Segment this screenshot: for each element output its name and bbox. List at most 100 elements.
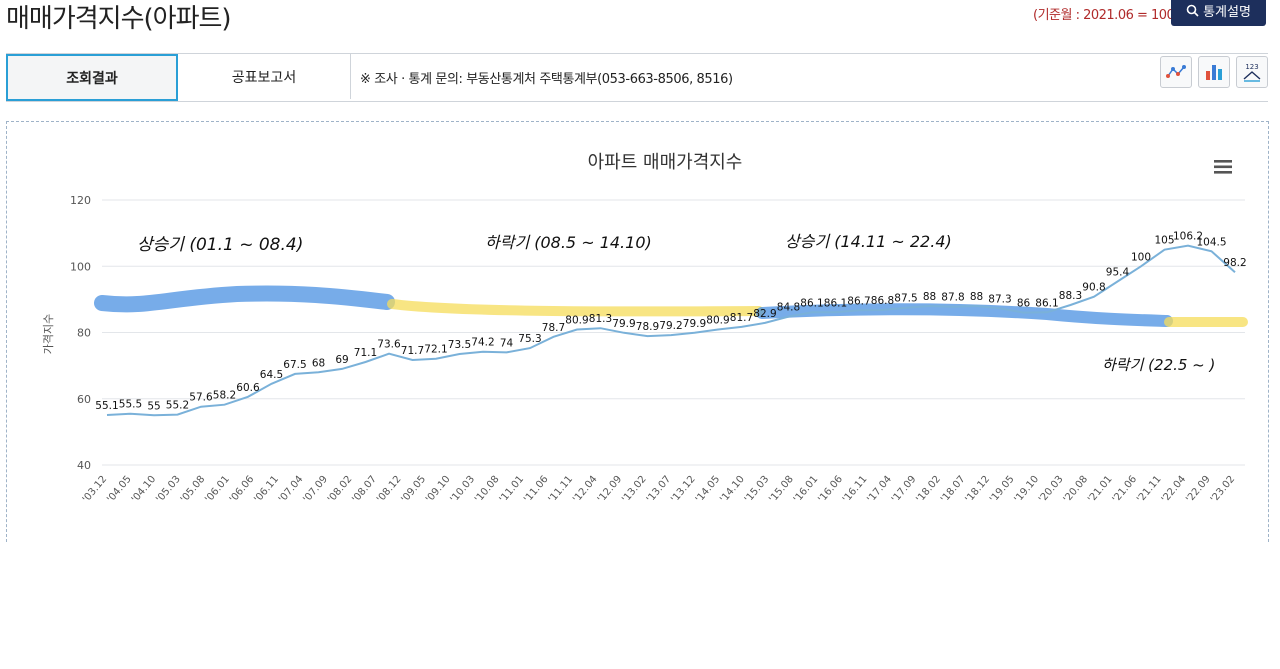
x-tick-label: '04.05: [105, 474, 134, 505]
data-label: 86.1: [800, 297, 823, 309]
x-tick-label: '18.02: [914, 474, 943, 505]
x-tick-label: '21.06: [1111, 474, 1140, 505]
y-tick-label: 40: [77, 459, 91, 472]
data-label: 79.9: [683, 318, 706, 330]
data-label: 73.5: [448, 339, 471, 351]
chart-title: 아파트 매매가격지수: [588, 152, 743, 173]
period-annotation: 상승기 (01.1 ~ 08.4): [137, 235, 303, 255]
data-label: 73.6: [377, 339, 401, 351]
data-label: 60.6: [236, 382, 260, 394]
data-label: 64.5: [260, 369, 283, 381]
data-label: 55: [147, 400, 160, 412]
x-tick-label: '13.12: [669, 474, 698, 505]
data-label: 87.5: [894, 293, 917, 305]
data-label: 87.8: [941, 292, 964, 304]
x-tick-label: '22.09: [1184, 474, 1213, 505]
x-tick-label: '13.02: [620, 474, 649, 505]
period-annotation: 하락기 (08.5 ~ 14.10): [485, 233, 652, 252]
x-tick-label: '14.10: [718, 474, 747, 505]
x-tick-label: '09.05: [399, 474, 428, 505]
data-label: 80.9: [565, 315, 588, 327]
x-tick-label: '23.02: [1209, 474, 1238, 505]
period-annotation: 하락기 (22.5 ~ ): [1102, 356, 1215, 374]
data-label: 55.1: [95, 400, 118, 412]
tab-results-label: 조회결과: [66, 70, 118, 87]
y-tick-label: 120: [70, 194, 91, 207]
data-label: 68: [312, 357, 325, 369]
tabs-bar: 조회결과 공표보고서 ※ 조사 · 통계 문의: 부동산통계처 주택통계부(05…: [6, 53, 1268, 102]
table-view-button[interactable]: 123: [1236, 56, 1268, 88]
x-tick-label: '06.01: [203, 474, 232, 505]
data-label: 57.6: [189, 392, 213, 404]
numeric-table-icon: 123: [1243, 63, 1261, 82]
y-tick-label: 80: [77, 327, 91, 340]
x-tick-label: '19.05: [988, 474, 1017, 505]
x-tick-label: '15.08: [767, 474, 796, 505]
search-icon: [1186, 4, 1199, 17]
stat-description-button[interactable]: 통계설명: [1171, 0, 1266, 26]
data-label: 100: [1131, 251, 1151, 263]
x-tick-label: '17.09: [890, 474, 919, 505]
contact-note: ※ 조사 · 통계 문의: 부동산통계처 주택통계부(053-663-8506,…: [360, 72, 733, 87]
data-label: 74.2: [471, 337, 494, 349]
x-tick-label: '16.11: [841, 474, 870, 505]
scatter-view-button[interactable]: [1160, 56, 1192, 88]
tab-report[interactable]: 공표보고서: [178, 54, 351, 99]
x-tick-label: '16.01: [792, 474, 821, 505]
data-label: 71.7: [401, 345, 424, 357]
x-tick-label: '06.11: [252, 474, 281, 505]
base-month-note: (기준월 : 2021.06 = 100): [1033, 8, 1179, 23]
x-tick-label: '21.01: [1086, 474, 1115, 505]
x-tick-label: '05.08: [179, 474, 208, 505]
data-label: 78.7: [542, 322, 565, 334]
data-label: 88.3: [1059, 290, 1082, 302]
data-label: 86.1: [1035, 297, 1058, 309]
period-highlight: [94, 285, 395, 313]
x-tick-label: '14.05: [694, 474, 723, 505]
data-label: 71.1: [354, 347, 377, 359]
data-label: 74: [500, 337, 514, 349]
x-tick-label: '12.04: [571, 474, 600, 505]
chart-container: 55.1 55.5 55 55.2 57.6 58.2 60.6 64.5 67.5 68 69 71…: [6, 121, 1269, 542]
x-tick-label: '05.03: [154, 474, 183, 505]
chart-menu-icon[interactable]: [1214, 160, 1232, 174]
data-label: 86.7: [847, 295, 870, 307]
period-highlight: [756, 303, 1173, 327]
data-label: 84.8: [777, 302, 800, 314]
x-tick-label: '04.10: [130, 474, 159, 505]
scatter-chart-icon: [1166, 65, 1186, 78]
x-tick-label: '22.04: [1160, 474, 1189, 505]
data-label: 95.4: [1106, 266, 1130, 278]
price-index-chart: 55.1 55.5 55 55.257.6 58.260.664.567.5 68 69 71…: [42, 152, 1248, 505]
x-tick-label: '17.04: [865, 474, 894, 505]
x-tick-label: '18.12: [963, 474, 992, 505]
data-label: 80.9: [706, 315, 729, 327]
data-label: 67.5: [283, 359, 306, 371]
series-line: [106, 244, 1236, 417]
x-tick-label: '20.03: [1037, 474, 1066, 505]
data-label: 90.8: [1082, 282, 1105, 294]
x-tick-label: '07.04: [277, 474, 306, 505]
y-axis-label: 가격지수: [42, 314, 55, 354]
data-label: 55.5: [119, 399, 142, 411]
bar-view-button[interactable]: [1198, 56, 1230, 88]
data-label: 88: [970, 291, 983, 303]
tab-results[interactable]: 조회결과: [6, 54, 178, 101]
bar-chart-icon: [1206, 65, 1222, 80]
data-label: 104.5: [1196, 236, 1226, 248]
x-tick-label: '13.07: [645, 474, 674, 505]
data-label: 55.2: [166, 400, 189, 412]
data-label: 86.1: [824, 297, 847, 309]
x-tick-label: '07.09: [301, 474, 330, 505]
y-tick-label: 100: [70, 260, 91, 273]
x-tick-label: '10.08: [473, 474, 502, 505]
page-title: 매매가격지수(아파트): [6, 4, 232, 34]
y-tick-label: 60: [77, 393, 91, 406]
stat-description-label: 통계설명: [1203, 4, 1251, 20]
data-label: 75.3: [518, 333, 541, 345]
data-label: 106.2: [1173, 231, 1203, 243]
data-label: 79.9: [612, 318, 635, 330]
period-annotation: 상승기 (14.11 ~ 22.4): [785, 232, 952, 251]
period-highlight: [387, 299, 764, 317]
x-tick-label: '09.10: [424, 474, 453, 505]
